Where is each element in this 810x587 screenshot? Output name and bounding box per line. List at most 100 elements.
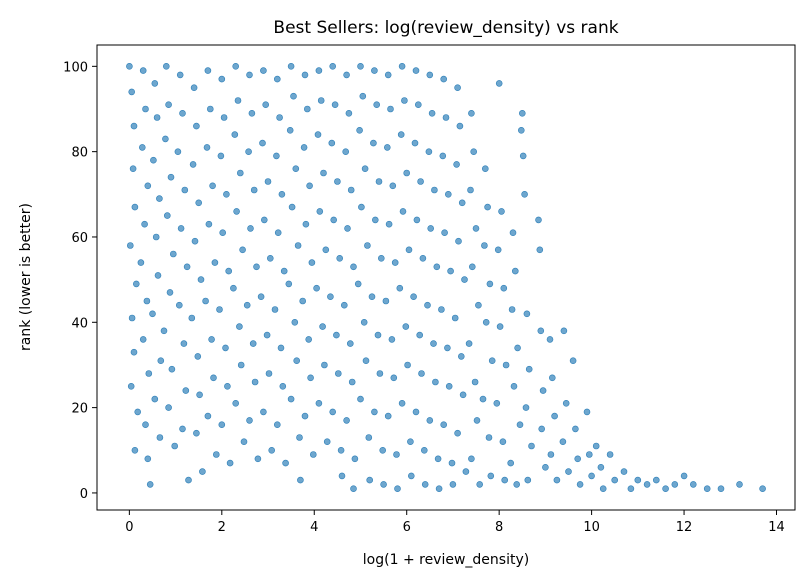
scatter-point [366,476,374,484]
scatter-point [536,246,544,254]
scatter-point [322,246,330,254]
scatter-point [177,225,185,232]
scatter-point [182,387,190,394]
scatter-point [146,481,154,488]
scatter-point [193,429,200,437]
scatter-point [453,161,460,168]
scatter-point [759,485,766,493]
scatter-point [165,404,172,411]
scatter-point [420,446,428,454]
scatter-point [547,451,555,458]
scatter-point [454,429,461,437]
scatter-point [449,481,457,488]
scatter-point [210,374,217,382]
scatter-point [197,276,205,283]
scatter-point [511,267,519,275]
scatter-point [377,254,385,262]
scatter-point [280,267,288,275]
scatter-point [374,331,382,339]
scatter-point [371,216,379,224]
scatter-point [257,293,265,301]
scatter-point [152,233,160,241]
scatter-point [218,421,226,429]
scatter-point [237,361,245,369]
scatter-point [156,195,163,202]
y-axis-ticks: 0 20 40 60 80 100 [63,60,97,502]
scatter-point [156,434,164,441]
scatter-point [145,370,153,377]
scatter-point [202,297,209,305]
scatter-point [551,412,558,420]
scatter-point [634,476,642,484]
scatter-point [180,340,188,347]
scatter-point [671,481,679,488]
scatter-point [308,259,316,266]
scatter-point [260,216,268,224]
scatter-point [213,451,220,458]
scatter-point [301,412,309,420]
scatter-point [309,451,317,458]
scatter-point [313,284,320,292]
scatter-point [585,451,593,458]
scatter-point [131,446,139,454]
scatter-point [287,395,295,403]
scatter-point [424,301,431,309]
scatter-point [383,144,391,151]
scatter-point [334,370,342,377]
scatter-point [139,67,147,74]
scatter-point [364,242,371,249]
scatter-point [565,468,572,475]
scatter-point [196,391,203,399]
scatter-point [149,310,156,318]
y-tick-label: 80 [71,146,88,161]
scatter-point [163,63,170,70]
scatter-point [444,344,451,352]
scatter-point [394,485,401,493]
scatter-point [455,237,462,245]
scatter-point [482,318,490,326]
scatter-point [419,254,427,262]
scatter-point [303,105,311,113]
scatter-point [416,331,424,339]
scatter-point [141,220,148,228]
scatter-point [388,336,396,343]
scatter-point [432,378,439,386]
scatter-point [411,139,419,147]
scatter-point [209,182,216,190]
scatter-point [160,327,168,335]
x-axis-ticks: 0 2 4 6 8 10 12 14 [125,510,785,535]
scatter-point [538,425,546,433]
scatter-point [299,297,307,305]
scatter-point [151,395,159,403]
scatter-point [327,293,334,301]
scatter-point [250,186,258,194]
scatter-point [447,267,454,275]
scatter-point [468,110,475,117]
scatter-point [293,357,301,365]
scatter-point [471,378,479,386]
scatter-point [576,481,584,488]
scatter-point [305,336,313,343]
scatter-point [494,246,502,254]
scatter-point [627,485,635,493]
scatter-point [546,336,554,343]
y-tick-label: 20 [71,402,88,417]
scatter-point [689,481,697,488]
scatter-point [502,361,510,369]
scatter-point [351,455,359,463]
scatter-point [246,417,253,424]
scatter-point [287,63,295,70]
scatter-point [127,242,134,249]
scatter-point [179,425,186,433]
scatter-point [296,434,303,441]
scatter-point [321,361,328,369]
scatter-point [465,340,473,347]
scatter-point [127,382,135,390]
scatter-point [484,203,491,211]
scatter-point [300,144,308,151]
scatter-point [260,408,267,416]
scatter-point [297,476,304,484]
x-tick-label: 6 [403,520,411,535]
scatter-point [143,297,151,305]
